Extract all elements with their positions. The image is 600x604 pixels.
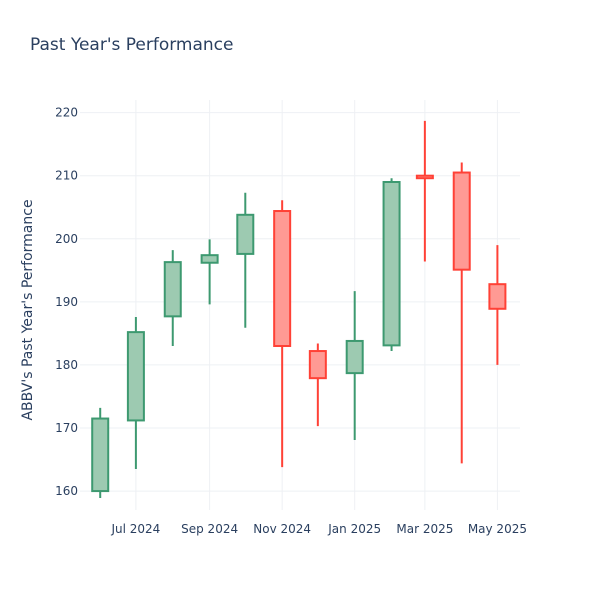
y-axis-title: ABBV's Past Year's Performance xyxy=(20,199,36,420)
candle-body xyxy=(236,213,255,255)
x-tick-label: Jul 2024 xyxy=(110,522,160,536)
candle-body xyxy=(308,350,327,380)
y-tick-label: 210 xyxy=(55,169,78,183)
chart-title: Past Year's Performance xyxy=(30,35,234,55)
x-tick-label: Nov 2024 xyxy=(253,522,311,536)
candle-up xyxy=(382,178,401,352)
candle-body xyxy=(345,339,364,375)
candle-down xyxy=(273,200,292,468)
y-tick-label: 200 xyxy=(55,232,78,246)
candle-body xyxy=(200,254,219,264)
candle-body xyxy=(382,181,401,347)
candle-down xyxy=(308,343,327,427)
y-tick-label: 170 xyxy=(55,421,78,435)
candle-down xyxy=(452,162,471,464)
candle-layer xyxy=(91,120,507,499)
y-tick-label: 160 xyxy=(55,484,78,498)
candle-body xyxy=(415,174,434,180)
candle-up xyxy=(126,316,145,469)
x-tick-label: Sep 2024 xyxy=(181,522,238,536)
candle-up xyxy=(200,239,219,305)
candle-up xyxy=(91,407,110,499)
x-tick-label: Mar 2025 xyxy=(396,522,453,536)
axis-layer: 160 170 180 190 200 210 220 Jul 2024 Sep 2024 Nov… xyxy=(55,106,527,536)
candle-body xyxy=(488,283,507,310)
candle-body xyxy=(273,210,292,347)
x-tick-label: May 2025 xyxy=(468,522,527,536)
y-tick-label: 190 xyxy=(55,295,78,309)
x-tick-label: Jan 2025 xyxy=(327,522,381,536)
candle-body xyxy=(91,417,110,493)
candle-body xyxy=(163,261,182,318)
y-tick-label: 180 xyxy=(55,358,78,372)
candle-up xyxy=(345,291,364,440)
candle-down xyxy=(488,245,507,365)
candle-down xyxy=(415,120,434,262)
candle-body xyxy=(126,331,145,422)
candle-up xyxy=(236,192,255,328)
y-tick-label: 220 xyxy=(55,106,78,120)
candle-up xyxy=(163,250,182,346)
candle-body xyxy=(452,171,471,271)
